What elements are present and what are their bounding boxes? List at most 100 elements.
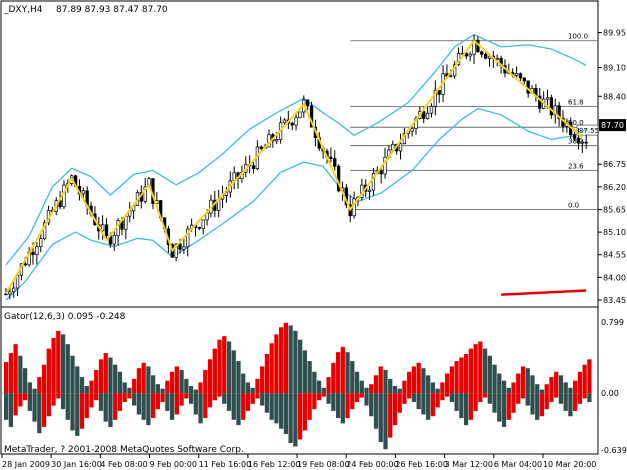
gator-upper-bar (75, 366, 79, 393)
gator-lower-bar (345, 393, 349, 418)
candle-body (16, 275, 19, 288)
gator-lower-bar (142, 393, 146, 420)
price-axis-label: 84.55 (603, 251, 626, 260)
gator-upper-bar (426, 375, 430, 393)
gator-upper-bar (160, 389, 164, 393)
gator-lower-bar (156, 393, 160, 409)
gator-lower-bar (260, 393, 264, 405)
gator-lower-bar (573, 393, 577, 411)
gator-indicator-label: Gator(12,6,3) 0.095 -0.248 (4, 312, 126, 322)
gator-lower-bar (502, 393, 506, 427)
gator-lower-bar (578, 393, 582, 404)
time-axis-label: 10 Mar 20:00 (543, 460, 596, 469)
gator-lower-bar (421, 393, 425, 414)
gator-lower-bar (483, 393, 487, 397)
gator-upper-bar (217, 340, 221, 393)
gator-lower-bar (165, 393, 169, 411)
gator-lower-bar (127, 393, 131, 398)
gator-lower-bar (70, 393, 74, 430)
gator-upper-bar (459, 358, 463, 394)
gator-upper-bar (393, 386, 397, 393)
candle-body (450, 76, 453, 77)
gator-upper-bar (374, 375, 378, 393)
gator-lower-bar (426, 393, 430, 420)
gator-lower-bar (535, 393, 539, 420)
gator-upper-bar (37, 377, 41, 393)
gator-upper-bar (526, 368, 530, 393)
gator-upper-bar (578, 372, 582, 393)
gator-lower-bar (160, 393, 164, 402)
gator-lower-bar (146, 393, 150, 425)
gator-upper-bar (89, 381, 93, 393)
gator-lower-bar (568, 393, 572, 416)
price-axis-label: 89.95 (603, 29, 626, 38)
gator-lower-bar (322, 393, 326, 397)
candle-body (585, 142, 588, 143)
gator-lower-bar (497, 393, 501, 421)
time-axis-label: 16 Feb 12:00 (248, 460, 300, 469)
gator-upper-bar (431, 382, 435, 393)
gator-upper-bar (137, 368, 141, 393)
candle-body (519, 74, 522, 78)
candle-body (260, 147, 263, 149)
candle-body (275, 140, 278, 141)
candle-body (306, 100, 309, 106)
fib-level-label: 61.8 (568, 99, 584, 107)
gator-upper-bar (407, 372, 411, 393)
gator-lower-bar (56, 393, 60, 398)
fib-level-label: 100.0 (568, 33, 588, 41)
gator-upper-bar (213, 349, 217, 394)
price-axis-label: 83.45 (603, 296, 626, 305)
gator-upper-bar (298, 340, 302, 393)
candle-body (480, 52, 483, 54)
gator-lower-bar (402, 393, 406, 404)
gator-upper-bar (232, 350, 236, 393)
candle-body (399, 144, 402, 151)
gator-upper-bar (85, 386, 89, 393)
gator-lower-bar (507, 393, 511, 420)
gator-upper-bar (118, 372, 122, 393)
gator-upper-bar (279, 327, 283, 393)
gator-lower-bar (583, 393, 587, 398)
fib-level-label: 23.6 (568, 162, 584, 170)
gator-lower-bar (417, 393, 421, 409)
candle-body (12, 288, 15, 292)
gator-upper-bar (80, 377, 84, 393)
candle-body (183, 247, 186, 249)
candle-body (581, 142, 584, 143)
gator-lower-bar (488, 393, 492, 404)
gator-upper-bar (307, 361, 311, 393)
time-axis-label: 9 Feb 00:00 (150, 460, 197, 469)
gator-upper-bar (32, 389, 36, 393)
gator-upper-bar (189, 386, 193, 393)
gator-lower-bar (431, 393, 435, 416)
candle-body (330, 157, 333, 158)
gator-lower-bar (478, 393, 482, 402)
gator-lower-bar (99, 393, 103, 411)
gator-upper-bar (260, 366, 264, 393)
gator-upper-bar (388, 379, 392, 393)
gator-axis-label: 0.00 (601, 389, 619, 398)
candle-body (36, 247, 39, 255)
gator-lower-bar (85, 393, 89, 418)
current-price-text: 87.70 (601, 121, 624, 130)
gator-lower-bar (549, 393, 553, 402)
gator-upper-bar (198, 382, 202, 393)
gator-upper-bar (4, 362, 8, 393)
gator-upper-bar (326, 377, 330, 393)
gator-lower-bar (104, 393, 108, 421)
gator-lower-bar (189, 393, 193, 404)
gator-lower-bar (436, 393, 440, 407)
fib-level-label: 0.0 (568, 201, 579, 209)
gator-upper-bar (265, 354, 269, 393)
gator-upper-bar (540, 390, 544, 394)
gator-lower-bar (312, 393, 316, 409)
time-axis-label: 6 Mar 04:00 (494, 460, 542, 469)
gator-upper-bar (104, 353, 108, 393)
gator-upper-bar (440, 382, 444, 393)
gator-upper-bar (227, 341, 231, 393)
gator-lower-bar (213, 393, 217, 400)
gator-lower-bar (246, 393, 250, 411)
gator-upper-bar (564, 382, 568, 393)
